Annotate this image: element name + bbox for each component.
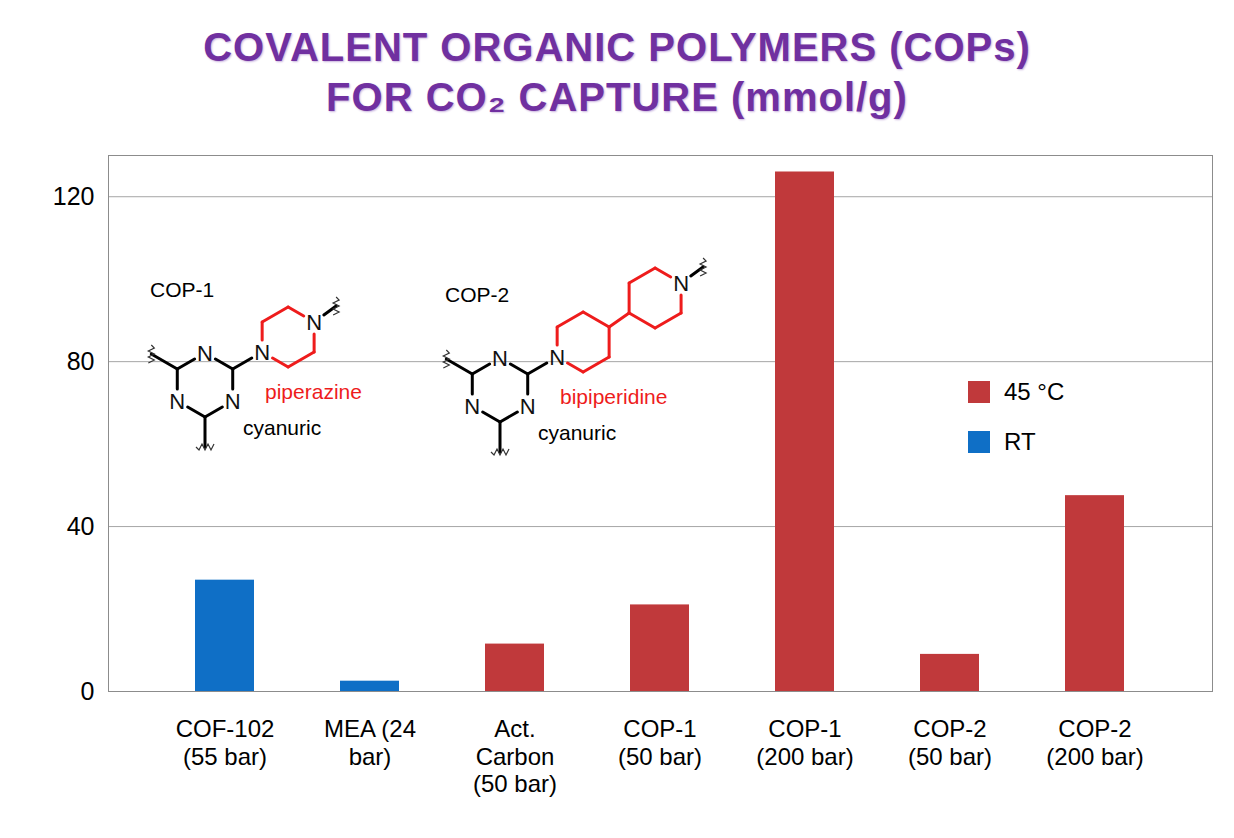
- svg-text:N: N: [254, 340, 270, 365]
- svg-text:COP-1(50 bar): COP-1(50 bar): [618, 715, 702, 770]
- svg-text:N: N: [549, 345, 565, 370]
- svg-text:COF-102(55 bar): COF-102(55 bar): [176, 715, 275, 770]
- svg-text:N: N: [197, 341, 213, 366]
- svg-text:N: N: [673, 271, 689, 296]
- svg-text:80: 80: [67, 347, 95, 375]
- svg-text:cyanuric: cyanuric: [243, 416, 321, 439]
- svg-text:COP-2(200 bar): COP-2(200 bar): [1046, 715, 1143, 770]
- svg-text:40: 40: [67, 512, 95, 540]
- svg-text:MEA (24bar): MEA (24bar): [324, 715, 416, 770]
- svg-text:N: N: [520, 394, 536, 419]
- svg-text:bipiperidine: bipiperidine: [560, 385, 667, 408]
- svg-text:COP-1(200 bar): COP-1(200 bar): [756, 715, 853, 770]
- svg-text:Act.Carbon(50 bar): Act.Carbon(50 bar): [473, 715, 557, 797]
- svg-text:N: N: [169, 389, 185, 414]
- html-text:FOR CO₂ CAPTURE (mmol/g): FOR CO₂ CAPTURE (mmol/g): [326, 75, 908, 119]
- svg-text:COP-2(50 bar): COP-2(50 bar): [908, 715, 992, 770]
- html-text:COVALENT ORGANIC POLYMERS (COP: COVALENT ORGANIC POLYMERS (COPs): [203, 25, 1031, 69]
- svg-text:N: N: [464, 394, 480, 419]
- html-text:45 °C: 45 °C: [1004, 378, 1065, 405]
- svg-text:120: 120: [53, 182, 95, 210]
- svg-text:cyanuric: cyanuric: [538, 421, 616, 444]
- svg-text:piperazine: piperazine: [265, 380, 362, 403]
- svg-text:N: N: [225, 389, 241, 414]
- svg-text:N: N: [306, 310, 322, 335]
- svg-text:COP-2: COP-2: [445, 283, 509, 306]
- svg-text:COP-1: COP-1: [150, 278, 214, 301]
- svg-text:0: 0: [81, 677, 95, 705]
- html-text:RT: RT: [1004, 428, 1036, 455]
- svg-text:N: N: [492, 346, 508, 371]
